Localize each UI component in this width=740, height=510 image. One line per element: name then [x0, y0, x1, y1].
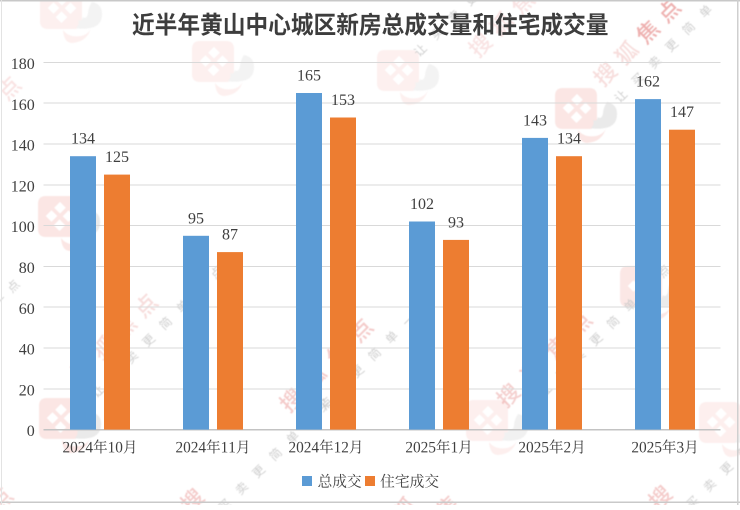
svg-text:180: 180 — [11, 56, 35, 73]
svg-text:160: 160 — [11, 97, 35, 114]
svg-text:125: 125 — [105, 149, 129, 166]
svg-text:147: 147 — [670, 104, 694, 121]
svg-text:20: 20 — [19, 382, 35, 399]
svg-text:120: 120 — [11, 178, 35, 195]
svg-text:80: 80 — [19, 260, 35, 277]
svg-text:102: 102 — [410, 196, 434, 213]
svg-text:87: 87 — [222, 227, 238, 244]
svg-text:93: 93 — [448, 214, 464, 231]
svg-text:100: 100 — [11, 219, 35, 236]
svg-text:134: 134 — [71, 131, 95, 148]
svg-text:140: 140 — [11, 138, 35, 155]
svg-text:60: 60 — [19, 301, 35, 318]
svg-text:0: 0 — [27, 423, 35, 440]
svg-text:95: 95 — [188, 210, 204, 227]
svg-text:134: 134 — [557, 131, 581, 148]
svg-text:165: 165 — [297, 68, 321, 85]
svg-text:153: 153 — [331, 92, 355, 109]
svg-text:143: 143 — [523, 112, 547, 129]
svg-text:162: 162 — [636, 74, 660, 91]
svg-text:40: 40 — [19, 342, 35, 359]
